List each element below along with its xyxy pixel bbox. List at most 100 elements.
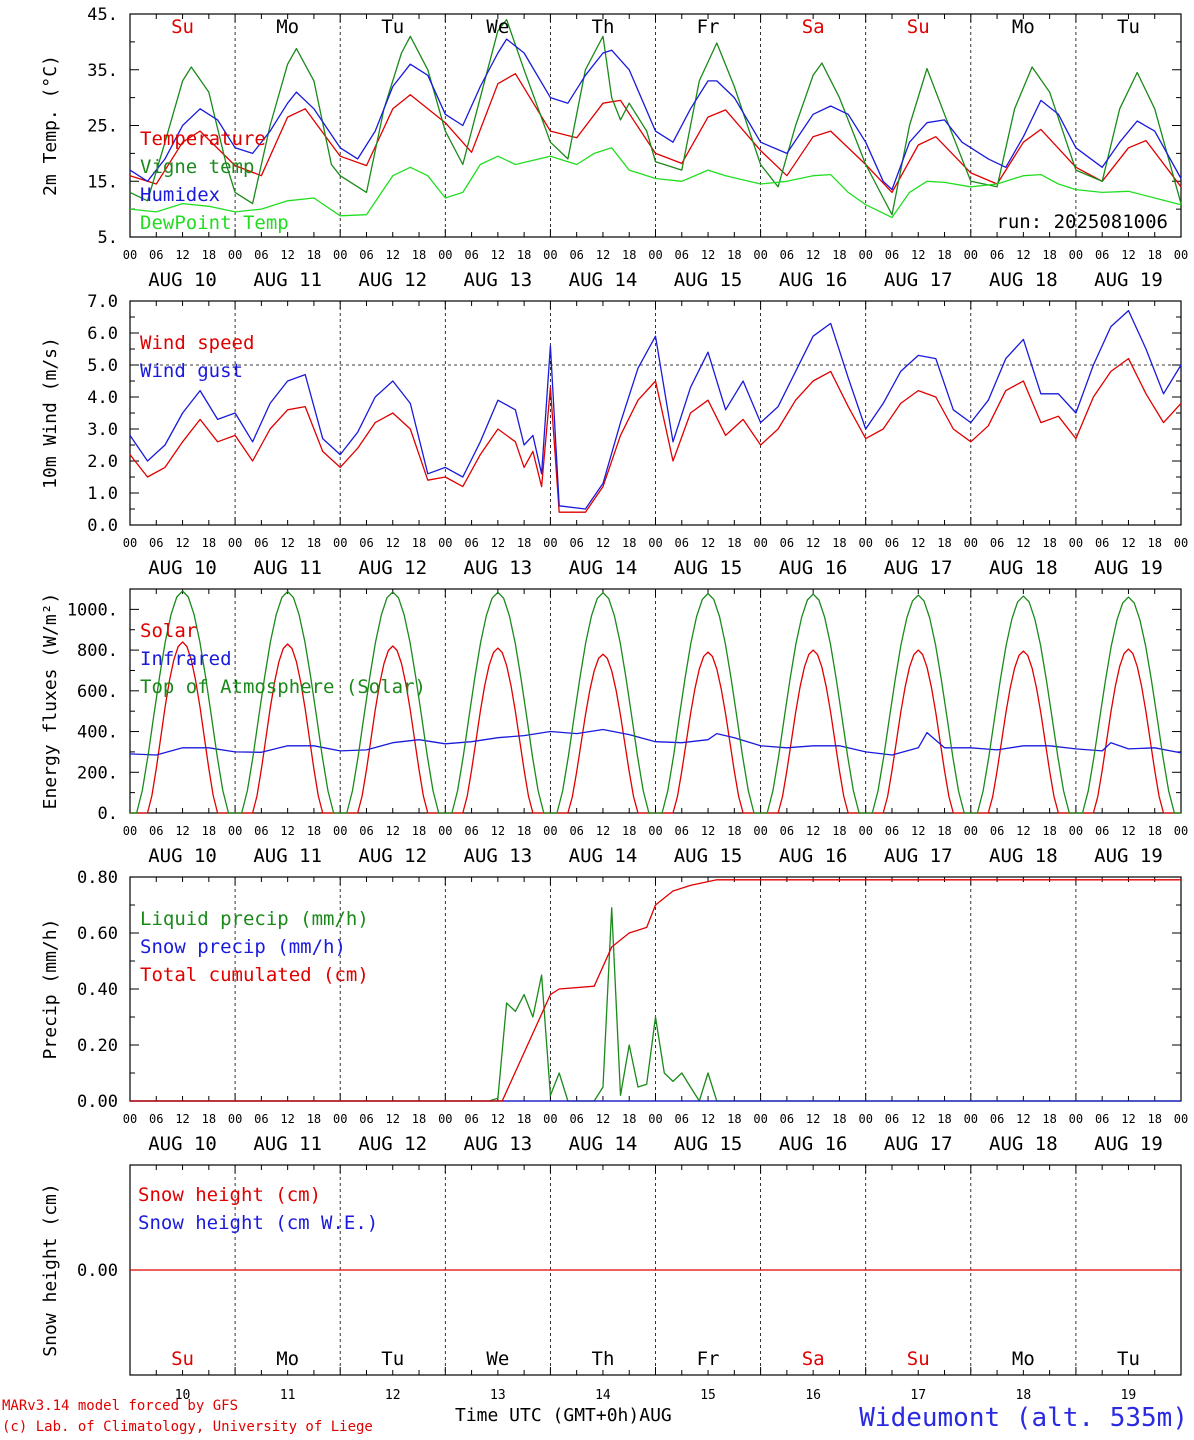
date-label: AUG 13 [464,1133,533,1155]
hour-tick-label: 00 [228,248,242,262]
x-axis-month: AUG [639,1405,672,1426]
hour-tick-label: 12 [911,536,925,550]
y-tick-label: 0.80 [77,868,118,888]
y-tick-label: 0.40 [77,980,118,1000]
hour-tick-label: 00 [123,536,137,550]
hour-tick-label: 06 [990,248,1004,262]
date-label: AUG 13 [464,845,533,867]
date-label: AUG 14 [569,845,638,867]
day-name: Tu [1117,1348,1140,1370]
hour-tick-label: 00 [964,536,978,550]
hour-tick-label: 18 [517,248,531,262]
series-line-1-2 [129,18,1182,216]
date-label: AUG 15 [674,557,743,579]
run-label: run: 2025081006 [996,211,1168,233]
y-tick-label: 4.0 [87,388,118,408]
date-label: AUG 19 [1094,1133,1163,1155]
series-line-2-1 [129,357,1182,513]
hour-tick-label: 00 [648,824,662,838]
hour-tick-label: 18 [517,824,531,838]
hour-tick-label: 06 [569,536,583,550]
hour-tick-label: 00 [1069,248,1083,262]
date-label: AUG 13 [464,269,533,291]
day-number: 18 [1016,1388,1032,1403]
y-tick-label: 0.20 [77,1036,118,1056]
day-name: Tu [1117,16,1140,38]
hour-tick-label: 06 [149,248,163,262]
hour-tick-label: 06 [149,824,163,838]
legend-entry: DewPoint Temp [140,212,289,234]
y-tick-label: 800. [77,641,118,661]
hour-tick-label: 12 [701,1112,715,1126]
hour-tick-label: 06 [675,1112,689,1126]
legend-entry: Wind speed [140,332,254,354]
hour-tick-label: 12 [386,248,400,262]
day-number: 13 [490,1388,506,1403]
hour-tick-label: 18 [412,536,426,550]
date-label: AUG 14 [569,557,638,579]
date-label: AUG 14 [569,269,638,291]
hour-tick-label: 12 [1121,248,1135,262]
y-tick-label: 0. [98,804,118,824]
hour-tick-label: 06 [885,536,899,550]
legend-entry: Liquid precip (mm/h) [140,908,369,930]
hour-tick-label: 12 [911,248,925,262]
legend-entry: Solar [140,620,197,642]
hour-tick-label: 06 [359,824,373,838]
hour-tick-label: 00 [1174,248,1188,262]
y-tick-label: 15. [87,172,118,192]
date-label: AUG 12 [358,845,427,867]
date-label: AUG 19 [1094,557,1163,579]
legend-entry: Infrared [140,648,232,670]
day-number: 19 [1121,1388,1137,1403]
series-line-3-2 [129,728,1182,756]
hour-tick-label: 18 [832,536,846,550]
hour-tick-label: 18 [937,248,951,262]
hour-tick-label: 06 [149,536,163,550]
panel-frame [129,588,1182,814]
hour-tick-label: 06 [254,1112,268,1126]
hour-tick-label: 18 [727,1112,741,1126]
hour-tick-label: 00 [1174,1112,1188,1126]
hour-tick-label: 12 [386,536,400,550]
series-line-3-3 [130,590,1181,814]
date-label: AUG 18 [989,557,1058,579]
hour-tick-label: 00 [123,1112,137,1126]
hour-tick-label: 18 [517,536,531,550]
hour-tick-label: 00 [438,248,452,262]
legend-entry: Snow height (cm) [138,1184,321,1206]
hour-tick-label: 00 [1069,1112,1083,1126]
y-axis-label: Precip (mm/h) [40,919,61,1060]
hour-tick-label: 06 [780,824,794,838]
hour-tick-label: 06 [464,824,478,838]
panel-1: 5. 15. 25. 35. 45. 2m Temp. (°C) Temperature Vi… [40,5,1188,291]
hour-tick-label: 06 [359,536,373,550]
hour-tick-label: 00 [438,824,452,838]
hour-tick-label: 18 [202,1112,216,1126]
date-label: AUG 13 [464,557,533,579]
date-label: AUG 17 [884,269,953,291]
hour-tick-label: 12 [1016,1112,1030,1126]
hour-tick-label: 12 [1016,824,1030,838]
date-label: AUG 18 [989,1133,1058,1155]
hour-tick-label: 18 [937,824,951,838]
date-label: AUG 11 [253,1133,322,1155]
copyright-credit: (c) Lab. of Climatology, University of L… [2,1419,373,1435]
hour-tick-label: 18 [1147,536,1161,550]
day-name: Mo [1012,1348,1035,1370]
hour-tick-label: 00 [438,1112,452,1126]
date-label: AUG 18 [989,845,1058,867]
y-tick-label: 25. [87,117,118,137]
y-tick-label: 6.0 [87,324,118,344]
panel-frame [129,300,1182,526]
hour-tick-label: 06 [885,824,899,838]
legend-entry: Vigne temp [140,156,254,178]
date-label: AUG 17 [884,845,953,867]
series-line-1-1 [129,73,1182,194]
date-label: AUG 11 [253,269,322,291]
day-name: Mo [276,1348,299,1370]
day-name: Su [171,1348,194,1370]
hour-tick-label: 00 [1174,824,1188,838]
hour-tick-label: 06 [569,1112,583,1126]
